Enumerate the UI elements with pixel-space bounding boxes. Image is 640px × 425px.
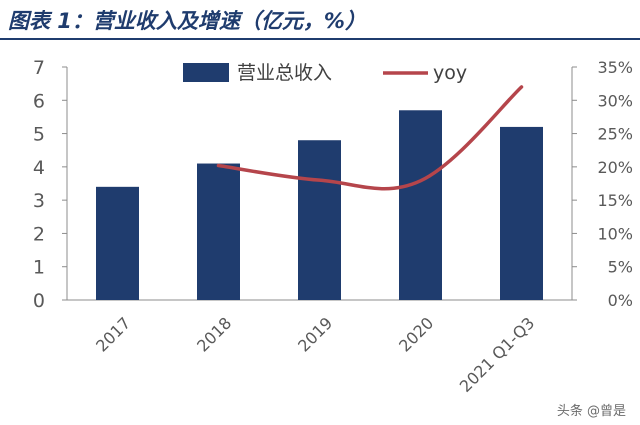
- y-left-tick-label: 4: [33, 157, 45, 179]
- chart-title: 图表 1：营业收入及增速（亿元，%）: [8, 9, 366, 33]
- y-left-tick-label: 2: [33, 223, 45, 245]
- legend-label-bar: 营业总收入: [237, 62, 332, 84]
- x-tick-label: 2017: [92, 313, 134, 355]
- y-left-tick-label: 0: [33, 290, 45, 312]
- y-right-tick-label: 15%: [597, 191, 633, 210]
- title-bar: 图表 1：营业收入及增速（亿元，%）: [0, 0, 640, 40]
- y-left-tick-label: 5: [33, 124, 45, 146]
- x-tick-label: 2019: [294, 313, 336, 355]
- x-tick-label: 2020: [395, 313, 437, 355]
- y-right-tick-label: 10%: [597, 224, 633, 243]
- y-right-tick-label: 30%: [597, 91, 633, 110]
- y-right-tick-label: 0%: [608, 291, 633, 310]
- y-right-tick-label: 20%: [597, 158, 633, 177]
- y-left-tick-label: 6: [33, 90, 45, 112]
- y-left-tick-label: 7: [33, 57, 45, 79]
- y-right-tick-label: 35%: [597, 58, 633, 77]
- y-right-tick-label: 5%: [608, 258, 633, 277]
- x-tick-label: 2021 Q1-Q3: [456, 313, 539, 396]
- y-left-tick-label: 3: [33, 190, 45, 212]
- legend-swatch-bar: [183, 63, 229, 82]
- yoy-line: [216, 85, 524, 191]
- bar-2020: [399, 110, 442, 301]
- bar-2018: [197, 163, 240, 300]
- bar-2017: [96, 186, 139, 300]
- x-tick-label: 2018: [193, 313, 235, 355]
- y-left-tick-label: 1: [33, 257, 45, 279]
- y-right-tick-label: 25%: [597, 125, 633, 144]
- watermark: 头条 @曾是: [556, 404, 626, 419]
- legend-label-line: yoy: [433, 62, 467, 84]
- bar-2019: [298, 140, 341, 300]
- bar-2021-Q1-Q3: [500, 126, 543, 301]
